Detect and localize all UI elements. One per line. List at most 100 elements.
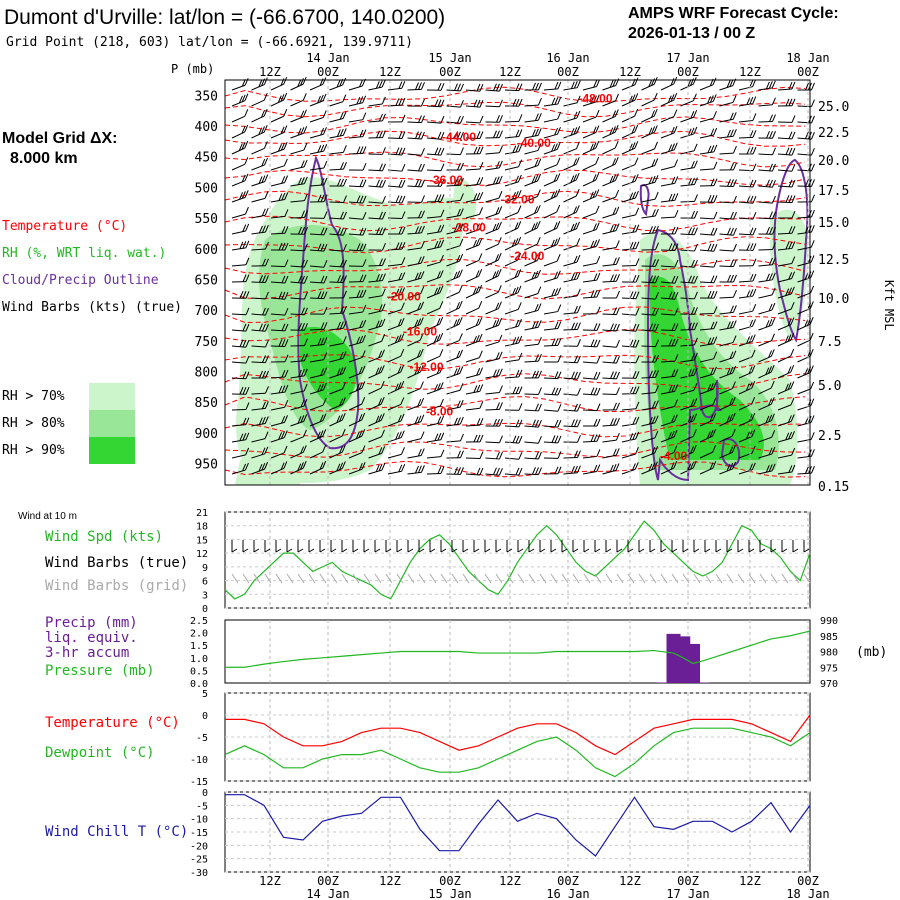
wind-barb (758, 226, 776, 235)
wind-barb (290, 126, 308, 139)
wind-barb (602, 206, 620, 219)
wind-barb (368, 365, 385, 379)
wind-barb (563, 465, 581, 475)
wind-barb (699, 243, 718, 252)
precip-ytick: 0.0 (190, 679, 208, 690)
wind-barb (680, 413, 697, 427)
wind-barb-grid (484, 573, 492, 584)
top-date-labels: 14 Jan 15 Jan 16 Jan 17 Jan 18 Jan (306, 51, 829, 65)
bottom-hour-tick: 00Z (439, 874, 461, 888)
wind-barb (485, 318, 503, 331)
wind-barb (504, 174, 522, 187)
dewpoint-label: Dewpoint (°C) (45, 745, 155, 761)
wind-barb (797, 432, 815, 443)
wind-barb (563, 322, 581, 331)
wind-barb (582, 403, 601, 412)
wind-barb-grid (770, 573, 778, 584)
wind-barb-true (517, 540, 524, 553)
wind-barb (231, 140, 249, 155)
wind-barb (758, 114, 776, 123)
wind-speed-label: Wind Spd (kts) (45, 529, 163, 545)
wind-barb-grid (429, 573, 437, 584)
wind-barb (368, 380, 385, 395)
wind-barb (660, 226, 679, 235)
wind-barb (368, 96, 386, 107)
wind-barb (251, 191, 269, 203)
temperature-dewpoint-panel: 5 0 -5 -10 -15 (190, 689, 811, 788)
wind-barb (719, 78, 737, 91)
wind-barb (348, 335, 366, 347)
wind-barb (231, 339, 250, 348)
wind-barb-grid (341, 573, 349, 584)
wind-barb (485, 467, 503, 476)
wind-barb (251, 157, 269, 171)
isotherm (224, 373, 806, 390)
wind-barb (290, 383, 308, 395)
wind-barb (680, 398, 698, 411)
wind-barb (660, 125, 678, 139)
wind-barb (329, 351, 347, 363)
wind-barb (446, 399, 464, 411)
wind-barb (563, 271, 581, 283)
wind-barb (231, 240, 250, 251)
wind-barb (524, 286, 542, 299)
wind-barb-grid (715, 573, 723, 584)
wind-barb (621, 141, 639, 155)
wind-barb (680, 227, 698, 236)
wind-barb (563, 288, 581, 299)
wind-barb (680, 367, 698, 379)
wind-barb (582, 79, 601, 91)
wind-barb (621, 371, 640, 379)
wind-barb (738, 334, 756, 347)
wind-barb (446, 223, 464, 235)
wind-barb (348, 95, 367, 107)
wind-barb (738, 227, 757, 236)
wind-barb (699, 428, 717, 443)
pressure-axis-title: P (mb) (171, 62, 214, 76)
temperature-contour-label: -20.00 (387, 290, 421, 304)
wind-barb (699, 161, 718, 171)
wind-barb (563, 450, 581, 459)
wind-barb (563, 403, 581, 412)
pressure-unit-label: (mb) (856, 645, 887, 660)
wind-barb (309, 227, 328, 236)
wind-barb (719, 305, 737, 315)
wind-barb (563, 126, 581, 139)
wind-barb-grid (418, 573, 426, 584)
isotherm (224, 130, 806, 147)
wind-barb (758, 147, 776, 156)
wind-barb (485, 368, 503, 379)
wind-barb (251, 386, 269, 395)
wind-barb (660, 461, 678, 475)
wind-barb (387, 257, 406, 267)
wind-barb (777, 333, 795, 347)
wind-barb (348, 461, 366, 475)
wind-barb (738, 243, 757, 251)
wind-barb (504, 467, 523, 476)
precip-ytick: 1.0 (190, 654, 208, 665)
wind-barb (699, 351, 718, 363)
wind-barb (582, 222, 600, 235)
wind-barb (582, 189, 600, 203)
wind-barb (680, 307, 698, 315)
wind-barb (543, 157, 561, 171)
wind-barb-true (561, 540, 568, 553)
wind-barb (524, 143, 542, 155)
wind-barb (621, 323, 640, 332)
isotherm (224, 306, 806, 324)
wind-barb (738, 211, 757, 220)
wind-barb-true (484, 540, 491, 553)
pressure-ytick: 975 (820, 663, 838, 674)
pressure-axis: 350 400 450 500 550 600 650 700 750 800 850 900 950 (195, 89, 218, 472)
wind-barb-grid (605, 573, 613, 584)
wind-barb (309, 322, 328, 331)
wind-barb (543, 221, 561, 235)
wind-barb (641, 92, 658, 107)
wind-barb-true (396, 540, 403, 553)
wind-barb (777, 256, 796, 267)
wind-barb (699, 366, 717, 379)
wind-barb (504, 452, 523, 460)
wind-barb (621, 207, 640, 219)
wind-barb (368, 196, 386, 204)
wind-barb-grid (451, 573, 459, 584)
